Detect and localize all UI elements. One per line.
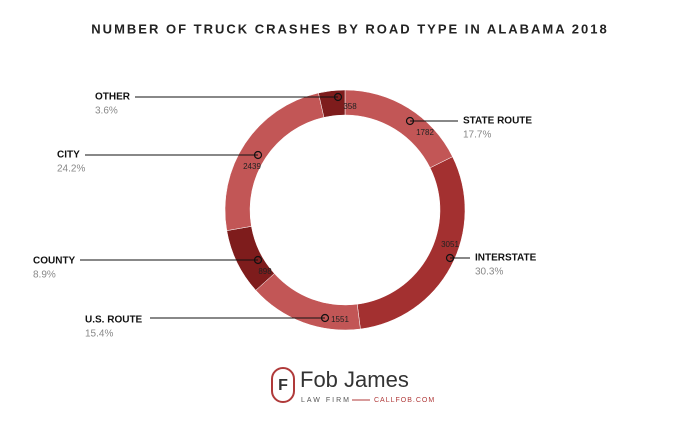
value-label: 1551 — [331, 315, 349, 324]
category-label: STATE ROUTE — [463, 116, 532, 127]
category-label: U.S. ROUTE — [85, 315, 143, 326]
logo-url: CALLFOB.COM — [374, 397, 435, 404]
donut-slice — [224, 92, 325, 231]
percent-label: 30.3% — [475, 267, 503, 278]
callout-dot — [445, 253, 455, 263]
value-label: 3051 — [441, 240, 459, 249]
category-label: CITY — [57, 150, 80, 161]
logo-name: Fob James — [300, 367, 409, 392]
percent-label: 17.7% — [463, 130, 491, 141]
value-label: 1782 — [416, 128, 434, 137]
callout-dot — [333, 92, 343, 102]
category-label: INTERSTATE — [475, 253, 537, 264]
percent-label: 15.4% — [85, 329, 113, 340]
value-label: 358 — [343, 102, 357, 111]
callout-dot — [405, 116, 415, 126]
logo-icon — [271, 367, 295, 403]
donut-slice — [344, 89, 453, 169]
logo-icon-letter: F — [278, 377, 288, 394]
logo: F Fob James LAW FIRM CALLFOB.COM — [271, 367, 435, 404]
chart-title: NUMBER OF TRUCK CRASHES BY ROAD TYPE IN … — [91, 21, 608, 36]
percent-label: 3.6% — [95, 106, 118, 117]
callout-dot — [320, 313, 330, 323]
value-label: 898 — [258, 267, 272, 276]
callout-dot — [253, 255, 263, 265]
value-label: 2439 — [243, 162, 261, 171]
logo-tagline: LAW FIRM — [301, 397, 351, 404]
percent-label: 8.9% — [33, 270, 56, 281]
callout-dot — [253, 150, 263, 160]
category-label: COUNTY — [33, 256, 76, 267]
percent-label: 24.2% — [57, 164, 85, 175]
category-label: OTHER — [95, 92, 131, 103]
